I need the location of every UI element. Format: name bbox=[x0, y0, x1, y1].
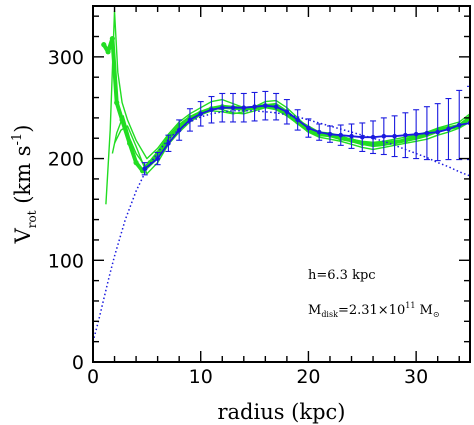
binned-point-1 bbox=[155, 156, 160, 161]
binned-point-6 bbox=[209, 107, 214, 113]
binned-point-9 bbox=[241, 105, 247, 111]
binned-point-4 bbox=[187, 117, 193, 123]
binned-point-17 bbox=[327, 131, 333, 137]
binned-point-2 bbox=[166, 141, 171, 146]
disk-mass-label: M bbox=[308, 303, 321, 318]
scale-length-annotation: h=6.3 kpc bbox=[308, 268, 376, 283]
y-tick-label-0: 0 bbox=[72, 352, 84, 374]
x-tick-label-10: 10 bbox=[189, 366, 213, 388]
binned-point-14 bbox=[295, 117, 300, 123]
binned-point-16 bbox=[316, 129, 322, 135]
binned-point-8 bbox=[230, 105, 236, 111]
x-tick-label-20: 20 bbox=[296, 366, 320, 388]
disk-mass-exponent: 11 bbox=[405, 301, 415, 310]
tick-marks bbox=[92, 6, 470, 363]
binned-point-26 bbox=[424, 130, 430, 136]
y-tick-label-200: 200 bbox=[48, 149, 84, 171]
binned-point-24 bbox=[403, 132, 408, 138]
binned-point-11 bbox=[263, 103, 268, 108]
disk-model-curve bbox=[93, 110, 470, 342]
disk-mass-value: =2.31×10 bbox=[338, 303, 405, 318]
svg-text:Vrot (km s-1): Vrot (km s-1) bbox=[10, 125, 39, 245]
y-axis-title-main: V bbox=[11, 227, 35, 244]
binned-point-10 bbox=[252, 104, 257, 109]
observed-point-0 bbox=[101, 42, 107, 48]
binned-point-19 bbox=[349, 133, 354, 139]
binned-point-27 bbox=[435, 129, 440, 135]
binned-point-25 bbox=[413, 131, 419, 137]
binned-point-29 bbox=[456, 122, 462, 128]
binned-point-15 bbox=[306, 125, 311, 131]
binned-point-7 bbox=[219, 105, 225, 111]
binned-point-22 bbox=[381, 133, 387, 139]
disk-mass-annotation: Mdisk=2.31×1011 M⊙ bbox=[308, 301, 440, 319]
y-axis-title-sub: rot bbox=[25, 210, 39, 228]
y-tick-label-300: 300 bbox=[48, 47, 84, 69]
plot-frame bbox=[92, 5, 471, 363]
x-tick-label-30: 30 bbox=[404, 366, 428, 388]
observed-point-1 bbox=[105, 49, 111, 55]
binned-point-23 bbox=[392, 133, 397, 139]
observed-curve-1 bbox=[105, 10, 470, 205]
y-axis-title-close: ) bbox=[11, 125, 35, 133]
x-axis-title: radius (kpc) bbox=[217, 400, 345, 424]
observed-point-3 bbox=[114, 100, 120, 106]
y-axis-title: Vrot (km s-1) bbox=[10, 125, 39, 245]
observed-point-6 bbox=[133, 160, 139, 166]
binned-point-13 bbox=[284, 109, 290, 115]
plot-layer bbox=[93, 10, 470, 342]
error-bar-30 bbox=[467, 85, 470, 161]
disk-mass-sub: disk bbox=[321, 310, 338, 319]
disk-mass-unit: M bbox=[415, 303, 432, 318]
binned-point-12 bbox=[273, 104, 279, 109]
binned-point-5 bbox=[198, 111, 204, 117]
solar-symbol: ⊙ bbox=[433, 310, 440, 319]
x-tick-label-0: 0 bbox=[87, 366, 99, 388]
y-axis-title-units: (km s bbox=[11, 145, 35, 210]
y-tick-label-100: 100 bbox=[48, 250, 84, 272]
binned-point-18 bbox=[338, 132, 344, 138]
y-axis-title-exp: -1 bbox=[10, 133, 25, 146]
binned-point-28 bbox=[446, 126, 451, 132]
